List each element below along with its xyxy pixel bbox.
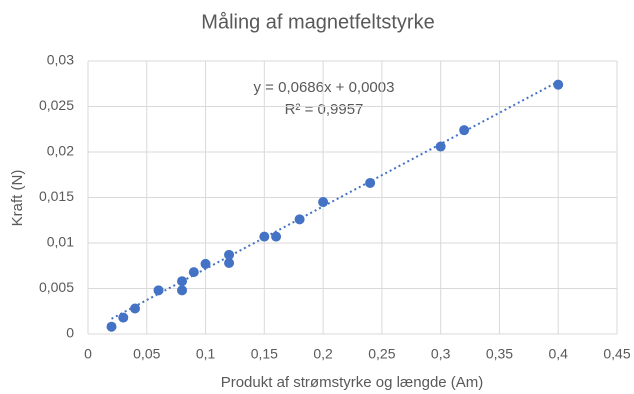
- data-point: [188, 267, 199, 278]
- x-tick-label: 0,1: [196, 346, 216, 362]
- y-tick-label: 0,025: [39, 97, 74, 113]
- data-point: [459, 125, 470, 136]
- data-point: [224, 249, 235, 260]
- x-tick-label: 0,3: [431, 346, 451, 362]
- data-point: [365, 177, 376, 188]
- data-point: [106, 321, 117, 332]
- data-point: [259, 231, 270, 242]
- x-tick-label: 0,4: [548, 346, 568, 362]
- data-point: [200, 258, 211, 269]
- data-point: [118, 312, 129, 323]
- y-tick-label: 0,005: [39, 279, 74, 295]
- y-tick-label: 0,02: [47, 143, 74, 159]
- chart-title: Måling af magnetfeltstyrke: [201, 11, 434, 33]
- data-point: [130, 303, 141, 314]
- x-tick-label: 0,05: [133, 346, 160, 362]
- y-axis-label: Kraft (N): [9, 170, 26, 227]
- trendline-r2: R² = 0,9957: [285, 101, 364, 118]
- x-tick-label: 0,45: [603, 346, 630, 362]
- x-tick-label: 0,15: [251, 346, 278, 362]
- x-tick-label: 0,25: [368, 346, 395, 362]
- data-point: [271, 231, 282, 242]
- data-point: [153, 285, 164, 296]
- trendline: [111, 80, 559, 320]
- trendline-equation: y = 0,0686x + 0,0003: [254, 79, 395, 96]
- y-tick-label: 0,015: [39, 188, 74, 204]
- data-point: [553, 79, 564, 90]
- y-tick-label: 0,03: [47, 52, 74, 68]
- data-point: [224, 258, 235, 269]
- data-point: [294, 214, 305, 225]
- x-axis-label: Produkt af strømstyrke og længde (Am): [221, 374, 484, 391]
- data-point: [177, 285, 188, 296]
- data-point: [177, 276, 188, 287]
- x-tick-label: 0,2: [313, 346, 333, 362]
- y-tick-label: 0,01: [47, 234, 74, 250]
- data-point: [435, 141, 446, 152]
- data-point: [318, 197, 329, 208]
- x-tick-label: 0: [84, 346, 92, 362]
- y-tick-label: 0: [66, 325, 74, 341]
- x-tick-label: 0,35: [486, 346, 513, 362]
